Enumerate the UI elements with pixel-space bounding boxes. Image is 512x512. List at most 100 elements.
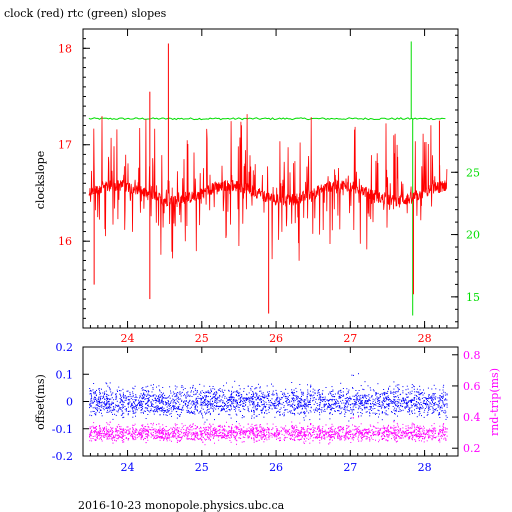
rnd-trip-point (393, 429, 395, 431)
rnd-trip-point (443, 427, 445, 428)
rnd-trip-point (404, 436, 406, 438)
rnd-trip-point (276, 428, 278, 429)
rnd-trip-point (439, 432, 441, 434)
offset-point (268, 406, 270, 408)
offset-point (201, 397, 203, 399)
offset-point (192, 412, 194, 414)
offset-point (240, 400, 242, 402)
offset-point (150, 396, 152, 397)
offset-point (352, 387, 354, 389)
offset-point (184, 388, 186, 389)
rnd-trip-point (267, 427, 268, 428)
offset-point (257, 398, 259, 400)
rnd-trip-point (340, 428, 342, 430)
offset-point (196, 402, 198, 404)
rnd-trip-point (305, 440, 307, 442)
offset-point (385, 406, 386, 408)
rnd-trip-point (337, 426, 339, 428)
offset-point (337, 391, 339, 393)
offset-point (111, 403, 113, 405)
offset-point (115, 395, 117, 397)
rnd-trip-point (291, 427, 293, 429)
offset-point (290, 412, 292, 414)
rnd-trip-point (109, 438, 111, 440)
rnd-trip-point (416, 434, 418, 435)
offset-point (135, 405, 137, 407)
rnd-trip-point (102, 433, 104, 435)
offset-point (100, 402, 102, 404)
rnd-trip-point (255, 424, 257, 426)
offset-point (189, 396, 191, 397)
offset-point (139, 404, 141, 406)
offset-point (146, 409, 148, 411)
rnd-trip-point (143, 437, 145, 439)
offset-point (402, 399, 404, 401)
offset-point (255, 404, 257, 406)
offset-point (340, 391, 342, 393)
rnd-trip-point (312, 426, 314, 428)
offset-point (292, 395, 294, 396)
offset-point (196, 409, 198, 411)
offset-point (247, 398, 249, 399)
rnd-trip-point (99, 431, 101, 433)
rnd-trip-point (202, 430, 204, 432)
offset-point (278, 403, 280, 405)
offset-point (179, 398, 181, 400)
rnd-trip-point (385, 439, 387, 441)
offset-point (274, 400, 276, 402)
rnd-trip-point (110, 426, 112, 428)
offset-point (262, 395, 264, 397)
rnd-trip-point (371, 437, 373, 439)
rnd-trip-point (408, 436, 410, 438)
offset-point (316, 403, 318, 404)
offset-point (252, 394, 254, 396)
rnd-trip-point (294, 430, 296, 432)
offset-point (379, 400, 381, 402)
offset-point (299, 404, 301, 406)
offset-point (355, 390, 357, 391)
offset-point (251, 394, 253, 395)
rnd-trip-point (446, 428, 448, 429)
offset-point (264, 394, 266, 396)
rnd-trip-point (126, 426, 128, 428)
offset-point (309, 410, 311, 412)
offset-point (184, 402, 186, 404)
offset-point (173, 393, 175, 395)
offset-point (195, 397, 197, 399)
rnd-trip-point (303, 438, 305, 440)
rnd-trip-point (175, 425, 177, 427)
rnd-trip-point (141, 433, 143, 435)
offset-point (118, 408, 120, 410)
offset-point (315, 401, 316, 403)
offset-point (193, 401, 195, 403)
offset-point (249, 400, 251, 401)
offset-point (276, 396, 278, 398)
offset-point (315, 409, 317, 411)
offset-point (406, 396, 408, 398)
offset-point (128, 411, 130, 412)
offset-point (119, 407, 121, 409)
offset-point (379, 396, 381, 398)
offset-point (418, 414, 420, 416)
rnd-trip-point (343, 429, 345, 431)
offset-point (313, 397, 315, 399)
rnd-trip-point (154, 428, 156, 430)
offset-point (268, 404, 270, 406)
offset-point (433, 399, 434, 401)
offset-point (212, 394, 214, 396)
offset-point (236, 390, 238, 392)
offset-point (394, 402, 396, 404)
rnd-trip-point (306, 434, 308, 436)
rnd-trip-point (377, 435, 379, 437)
offset-point (209, 385, 211, 387)
offset-point (178, 398, 180, 400)
offset-point (163, 414, 165, 416)
rnd-trip-point (152, 434, 154, 436)
offset-point (259, 399, 260, 401)
offset-point (357, 392, 359, 394)
offset-point (185, 400, 187, 402)
offset-point (317, 405, 319, 406)
offset-point (310, 394, 312, 396)
rnd-trip-point (377, 422, 379, 424)
offset-point (179, 391, 181, 393)
